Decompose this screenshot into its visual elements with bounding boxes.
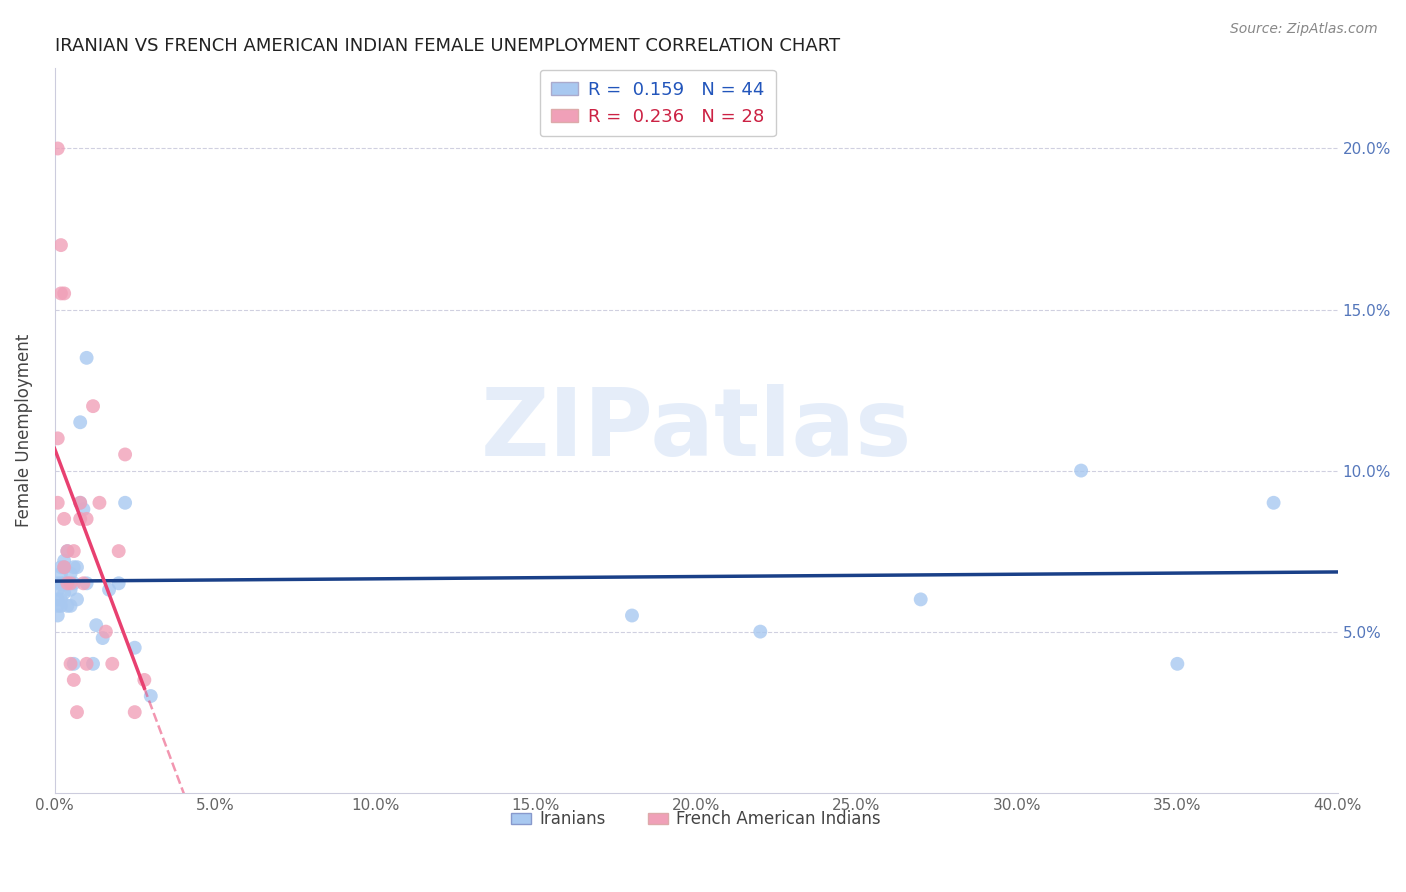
Point	[89, 496, 111, 510]
Y-axis label: Female Unemployment: Female Unemployment	[15, 334, 32, 527]
Point	[53, 286, 76, 301]
Point	[62, 576, 84, 591]
Point	[59, 582, 82, 597]
Point	[72, 502, 94, 516]
Point	[69, 496, 91, 510]
Point	[59, 657, 82, 671]
Point	[53, 560, 76, 574]
Point	[66, 705, 89, 719]
Point	[910, 592, 932, 607]
Point	[62, 673, 84, 687]
Point	[46, 496, 69, 510]
Point	[124, 640, 146, 655]
Text: Source: ZipAtlas.com: Source: ZipAtlas.com	[1230, 22, 1378, 37]
Point	[69, 512, 91, 526]
Point	[76, 351, 98, 365]
Point	[66, 560, 89, 574]
Point	[1263, 496, 1285, 510]
Point	[82, 657, 104, 671]
Point	[46, 582, 69, 597]
Point	[53, 576, 76, 591]
Point	[114, 447, 136, 461]
Point	[49, 286, 72, 301]
Point	[56, 544, 79, 558]
Point	[46, 599, 69, 613]
Point	[59, 576, 82, 591]
Point	[49, 560, 72, 574]
Point	[82, 399, 104, 413]
Point	[46, 431, 69, 445]
Point	[91, 631, 114, 645]
Point	[46, 576, 69, 591]
Point	[56, 544, 79, 558]
Point	[62, 657, 84, 671]
Point	[134, 673, 156, 687]
Point	[98, 582, 121, 597]
Point	[56, 576, 79, 591]
Point	[56, 576, 79, 591]
Point	[76, 657, 98, 671]
Point	[49, 238, 72, 252]
Point	[53, 586, 76, 600]
Point	[49, 599, 72, 613]
Point	[59, 566, 82, 581]
Point	[62, 560, 84, 574]
Point	[1166, 657, 1188, 671]
Point	[46, 592, 69, 607]
Point	[49, 576, 72, 591]
Point	[46, 141, 69, 155]
Point	[62, 544, 84, 558]
Point	[76, 512, 98, 526]
Point	[53, 560, 76, 574]
Point	[124, 705, 146, 719]
Legend: Iranians, French American Indians: Iranians, French American Indians	[505, 804, 887, 835]
Point	[101, 657, 124, 671]
Point	[76, 576, 98, 591]
Point	[84, 618, 107, 632]
Point	[56, 599, 79, 613]
Point	[53, 512, 76, 526]
Point	[114, 496, 136, 510]
Point	[1070, 464, 1092, 478]
Point	[69, 415, 91, 429]
Point	[49, 566, 72, 581]
Point	[66, 592, 89, 607]
Point	[107, 576, 129, 591]
Point	[749, 624, 772, 639]
Point	[94, 624, 117, 639]
Point	[49, 592, 72, 607]
Point	[107, 544, 129, 558]
Point	[139, 689, 162, 703]
Point	[72, 576, 94, 591]
Text: ZIPatlas: ZIPatlas	[481, 384, 912, 476]
Point	[53, 554, 76, 568]
Point	[59, 599, 82, 613]
Text: IRANIAN VS FRENCH AMERICAN INDIAN FEMALE UNEMPLOYMENT CORRELATION CHART: IRANIAN VS FRENCH AMERICAN INDIAN FEMALE…	[55, 37, 839, 55]
Point	[69, 496, 91, 510]
Point	[620, 608, 643, 623]
Point	[46, 608, 69, 623]
